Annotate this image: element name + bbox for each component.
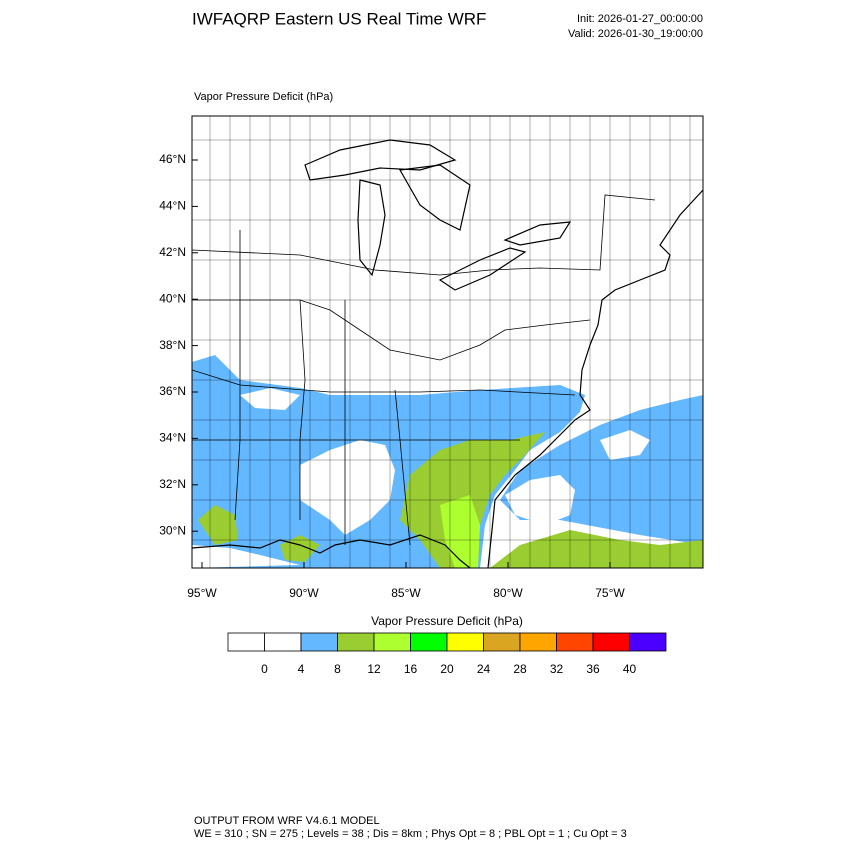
- colorbar-title: Vapor Pressure Deficit (hPa): [371, 614, 523, 628]
- vpd-shade: [198, 505, 238, 545]
- footer-line: OUTPUT FROM WRF V4.6.1 MODEL: [194, 815, 380, 827]
- lat-label: 46°N: [159, 152, 186, 166]
- colorbar-box: [373, 632, 411, 652]
- vpd-shade: [300, 440, 395, 535]
- colorbar: 0 4 8 12 16 20 24 28 32 36 40: [227, 632, 667, 676]
- init-time: Init: 2026-01-27_00:00:00: [577, 13, 703, 25]
- colorbar-box: [264, 632, 302, 652]
- lat-label: 42°N: [159, 245, 186, 259]
- map-subtitle: Vapor Pressure Deficit (hPa): [194, 91, 333, 103]
- lon-label: 85°W: [391, 586, 421, 600]
- colorbar-box: [629, 632, 667, 652]
- map-frame: [191, 115, 704, 569]
- lat-label: 44°N: [159, 199, 186, 213]
- colorbar-box: [227, 632, 265, 652]
- lat-label: 32°N: [159, 477, 186, 491]
- vpd-shade: [192, 545, 300, 568]
- lat-labels: 46°N 44°N 42°N 40°N 38°N 36°N 34°N 32°N 30°N: [159, 152, 198, 537]
- colorbar-box: [519, 632, 557, 652]
- colorbar-label: 16: [404, 662, 418, 676]
- colorbar-label: 36: [586, 662, 600, 676]
- vpd-shade: [600, 430, 650, 460]
- lon-labels: 95°W 90°W 85°W 80°W 75°W: [187, 562, 625, 600]
- colorbar-box: [483, 632, 521, 652]
- colorbar-box: [410, 632, 448, 652]
- colorbar-label: 24: [477, 662, 491, 676]
- colorbar-label: 4: [298, 662, 305, 676]
- lat-label: 40°N: [159, 291, 186, 305]
- lat-label: 38°N: [159, 338, 186, 352]
- lon-label: 80°W: [493, 586, 523, 600]
- colorbar-box: [300, 632, 338, 652]
- lon-label: 90°W: [289, 586, 319, 600]
- lat-label: 30°N: [159, 523, 186, 537]
- colorbar-label: 8: [334, 662, 341, 676]
- title: IWFAQRP Eastern US Real Time WRF: [192, 9, 486, 28]
- colorbar-box: [446, 632, 484, 652]
- colorbar-box: [556, 632, 594, 652]
- footer-line: WE = 310 ; SN = 275 ; Levels = 38 ; Dis …: [194, 828, 627, 840]
- colorbar-label: 28: [513, 662, 527, 676]
- lon-label: 95°W: [187, 586, 217, 600]
- colorbar-label: 0: [261, 662, 268, 676]
- valid-time: Valid: 2026-01-30_19:00:00: [568, 28, 703, 40]
- lon-label: 75°W: [595, 586, 625, 600]
- colorbar-label: 12: [367, 662, 381, 676]
- colorbar-label: 32: [550, 662, 564, 676]
- lat-label: 36°N: [159, 384, 186, 398]
- vpd-shade: [490, 530, 703, 568]
- colorbar-box: [592, 632, 630, 652]
- colorbar-label: 40: [623, 662, 637, 676]
- map: [192, 116, 703, 568]
- lat-label: 34°N: [159, 431, 186, 445]
- colorbar-box: [337, 632, 375, 652]
- colorbar-label: 20: [440, 662, 454, 676]
